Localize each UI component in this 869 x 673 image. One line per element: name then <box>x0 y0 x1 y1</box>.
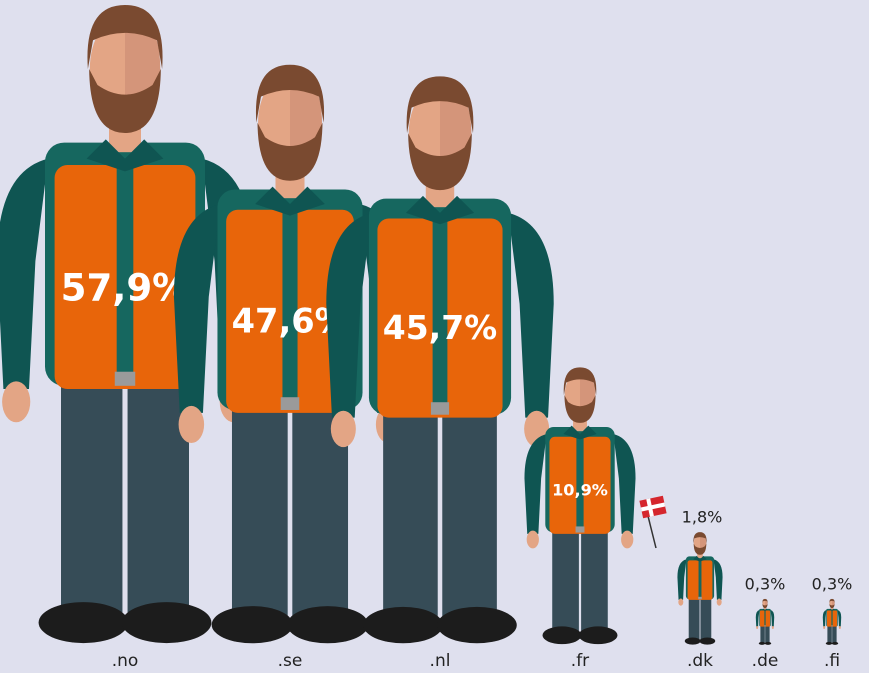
buckle <box>764 625 765 626</box>
leg <box>232 401 288 616</box>
shirt-placket <box>282 192 297 407</box>
category-label: .fr <box>571 651 589 671</box>
shoe <box>832 642 838 645</box>
category-label: .se <box>278 651 303 671</box>
category-label: .dk <box>687 651 713 671</box>
hand <box>527 531 539 549</box>
hand <box>179 406 205 443</box>
buckle <box>831 625 832 626</box>
shoe <box>39 602 129 643</box>
hand <box>2 381 30 422</box>
buckle <box>431 402 449 415</box>
chart: 57,9%.no47,6%.se45,7%.nl10,9%.fr1,8%.dk0… <box>0 0 869 673</box>
shoe <box>685 637 701 644</box>
shirt-placket <box>764 609 765 626</box>
shoe <box>699 637 715 644</box>
leg <box>581 528 608 631</box>
leg <box>689 598 700 640</box>
leg <box>765 626 769 643</box>
shirt-placket <box>831 609 832 626</box>
shirt-placket <box>699 557 702 599</box>
hand <box>621 531 633 549</box>
category-label: .fi <box>824 651 840 671</box>
leg <box>383 406 438 616</box>
hand <box>678 599 683 606</box>
value-label: 0,3% <box>745 574 786 593</box>
shoe <box>212 606 293 643</box>
leg <box>827 626 831 643</box>
leg <box>61 376 122 613</box>
value-label: 45,7% <box>383 308 497 347</box>
leg <box>832 626 836 643</box>
leg <box>760 626 764 643</box>
hand <box>756 626 758 629</box>
shoe <box>765 642 771 645</box>
buckle <box>281 397 300 410</box>
leg <box>442 406 497 616</box>
hand <box>331 411 356 447</box>
shoe <box>579 626 618 644</box>
shirt-placket <box>433 202 448 412</box>
hand <box>823 626 825 629</box>
value-label: 57,9% <box>61 266 190 309</box>
leg <box>552 528 579 631</box>
category-label: .de <box>752 651 779 671</box>
buckle <box>115 372 135 386</box>
buckle <box>698 597 702 599</box>
shoe <box>363 607 443 643</box>
category-label: .nl <box>430 651 451 671</box>
hand <box>839 626 841 629</box>
leg <box>700 598 711 640</box>
hand <box>772 626 774 629</box>
shoe <box>122 602 212 643</box>
buckle <box>576 526 585 532</box>
shoe <box>287 606 368 643</box>
category-label: .no <box>112 651 139 671</box>
shoe <box>543 626 582 644</box>
shoe <box>759 642 765 645</box>
value-label: 1,8% <box>682 508 723 527</box>
shoe <box>826 642 832 645</box>
value-label: 10,9% <box>552 480 608 499</box>
hand <box>717 599 722 606</box>
shirt-placket <box>117 146 134 383</box>
value-label: 0,3% <box>812 574 853 593</box>
shoe <box>437 607 517 643</box>
